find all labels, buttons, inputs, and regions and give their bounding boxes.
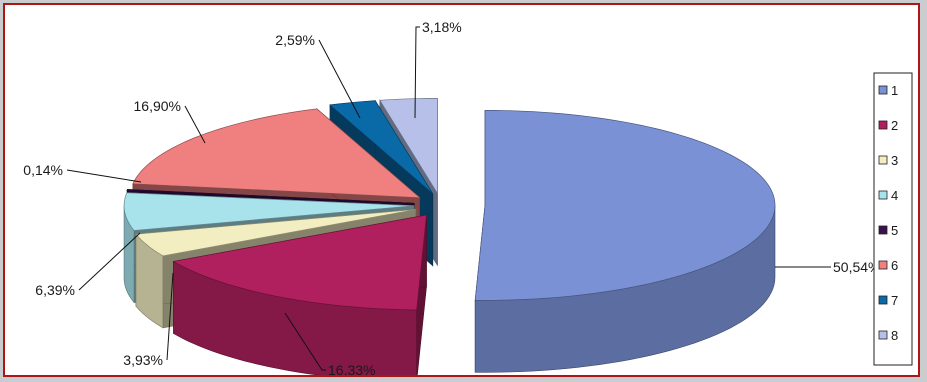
leader-line	[166, 272, 174, 361]
leader-line	[184, 105, 206, 144]
leader-line	[284, 312, 326, 371]
pie-slice-1	[474, 109, 776, 373]
legend: 1 2 3 4 5 6 7 8	[873, 72, 913, 366]
legend-label-8: 8	[891, 328, 898, 343]
legend-label-4: 4	[891, 188, 898, 203]
leader-line	[318, 39, 361, 119]
data-label-4: 6,39%	[35, 282, 75, 298]
data-label-6: 16,90%	[134, 98, 181, 114]
legend-label-7: 7	[891, 293, 898, 308]
data-label-3: 3,93%	[123, 352, 163, 368]
pie-chart: 50,54% 16,33% 3,93% 6,39% 0,14% 16,90% 2,59% 3,…	[23, 19, 913, 375]
legend-swatch-8	[878, 330, 888, 340]
pie-slice-2	[172, 214, 427, 375]
leader-line	[66, 169, 142, 183]
leader-line	[414, 26, 420, 119]
data-label-7: 2,59%	[275, 32, 315, 48]
data-label-2: 16,33%	[328, 362, 375, 375]
legend-swatch-4	[878, 190, 888, 200]
data-label-8: 3,18%	[422, 19, 462, 35]
legend-label-5: 5	[891, 223, 898, 238]
legend-swatch-7	[878, 295, 888, 305]
legend-label-2: 2	[891, 118, 898, 133]
legend-box	[873, 72, 913, 366]
legend-swatch-3	[878, 155, 888, 165]
legend-swatch-6	[878, 260, 888, 270]
data-label-1: 50,54%	[833, 259, 880, 275]
data-label-5: 0,14%	[23, 162, 63, 178]
legend-label-6: 6	[891, 258, 898, 273]
leader-line	[78, 232, 141, 291]
legend-swatch-5	[878, 225, 888, 235]
chart-frame: 50,54% 16,33% 3,93% 6,39% 0,14% 16,90% 2,59% 3,…	[3, 3, 920, 377]
legend-label-1: 1	[891, 83, 898, 98]
legend-swatch-1	[878, 85, 888, 95]
legend-swatch-2	[878, 120, 888, 130]
legend-label-3: 3	[891, 153, 898, 168]
